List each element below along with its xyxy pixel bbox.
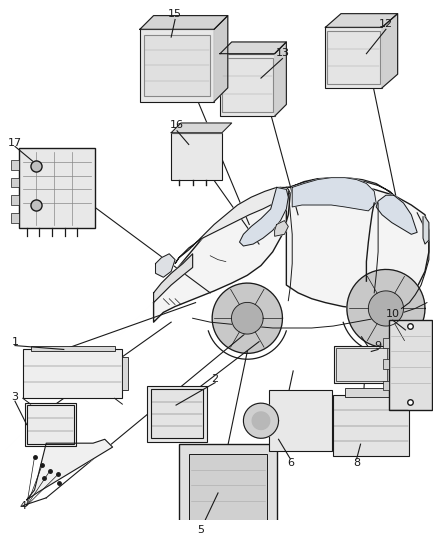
Polygon shape: [27, 439, 113, 500]
Polygon shape: [155, 254, 175, 277]
Bar: [189, 454, 267, 520]
Polygon shape: [175, 188, 290, 263]
Bar: [19, 148, 95, 229]
Bar: [325, 27, 382, 88]
Text: 5: 5: [197, 525, 204, 533]
Polygon shape: [240, 188, 288, 246]
Polygon shape: [212, 283, 283, 353]
Polygon shape: [171, 123, 232, 133]
Bar: [25, 403, 75, 446]
Bar: [144, 35, 210, 95]
Polygon shape: [154, 254, 193, 303]
Bar: [327, 31, 380, 84]
Bar: [333, 395, 410, 456]
Bar: [140, 29, 214, 101]
Text: 16: 16: [170, 120, 184, 130]
Bar: [122, 357, 128, 391]
Polygon shape: [368, 291, 403, 326]
Text: 1: 1: [11, 337, 18, 346]
Polygon shape: [275, 221, 288, 236]
Polygon shape: [275, 42, 286, 116]
Bar: [179, 444, 276, 530]
Polygon shape: [214, 15, 228, 101]
Bar: [147, 385, 207, 442]
Text: 9: 9: [374, 341, 381, 351]
Polygon shape: [288, 177, 394, 195]
Bar: [334, 345, 389, 383]
Bar: [11, 160, 19, 170]
Text: 2: 2: [212, 374, 219, 384]
Bar: [23, 350, 122, 398]
Polygon shape: [347, 270, 425, 348]
Polygon shape: [252, 412, 270, 430]
Bar: [269, 391, 332, 451]
Bar: [31, 345, 115, 351]
Bar: [345, 387, 398, 397]
Polygon shape: [325, 14, 398, 27]
Bar: [222, 58, 273, 112]
Bar: [11, 195, 19, 205]
Polygon shape: [244, 403, 279, 438]
Bar: [383, 338, 389, 348]
Polygon shape: [232, 302, 263, 334]
Text: 6: 6: [287, 458, 294, 467]
Text: 12: 12: [379, 19, 393, 29]
Text: 10: 10: [386, 309, 400, 319]
Bar: [383, 359, 389, 369]
Polygon shape: [292, 177, 376, 211]
Text: 17: 17: [8, 138, 22, 148]
Bar: [389, 320, 432, 410]
Text: 8: 8: [353, 458, 360, 467]
Bar: [151, 390, 203, 438]
Bar: [171, 133, 222, 180]
Bar: [383, 381, 389, 391]
Text: 13: 13: [276, 48, 290, 58]
Bar: [27, 405, 74, 444]
Polygon shape: [140, 15, 228, 29]
Text: 15: 15: [168, 9, 182, 19]
Bar: [11, 213, 19, 223]
Bar: [336, 348, 387, 381]
Polygon shape: [220, 42, 286, 54]
Polygon shape: [154, 188, 290, 322]
Bar: [11, 177, 19, 188]
Text: 3: 3: [11, 392, 18, 402]
Polygon shape: [423, 217, 429, 244]
Polygon shape: [382, 14, 398, 88]
Bar: [220, 54, 275, 116]
Polygon shape: [376, 195, 417, 235]
Polygon shape: [286, 183, 429, 309]
Text: 4: 4: [19, 500, 26, 511]
